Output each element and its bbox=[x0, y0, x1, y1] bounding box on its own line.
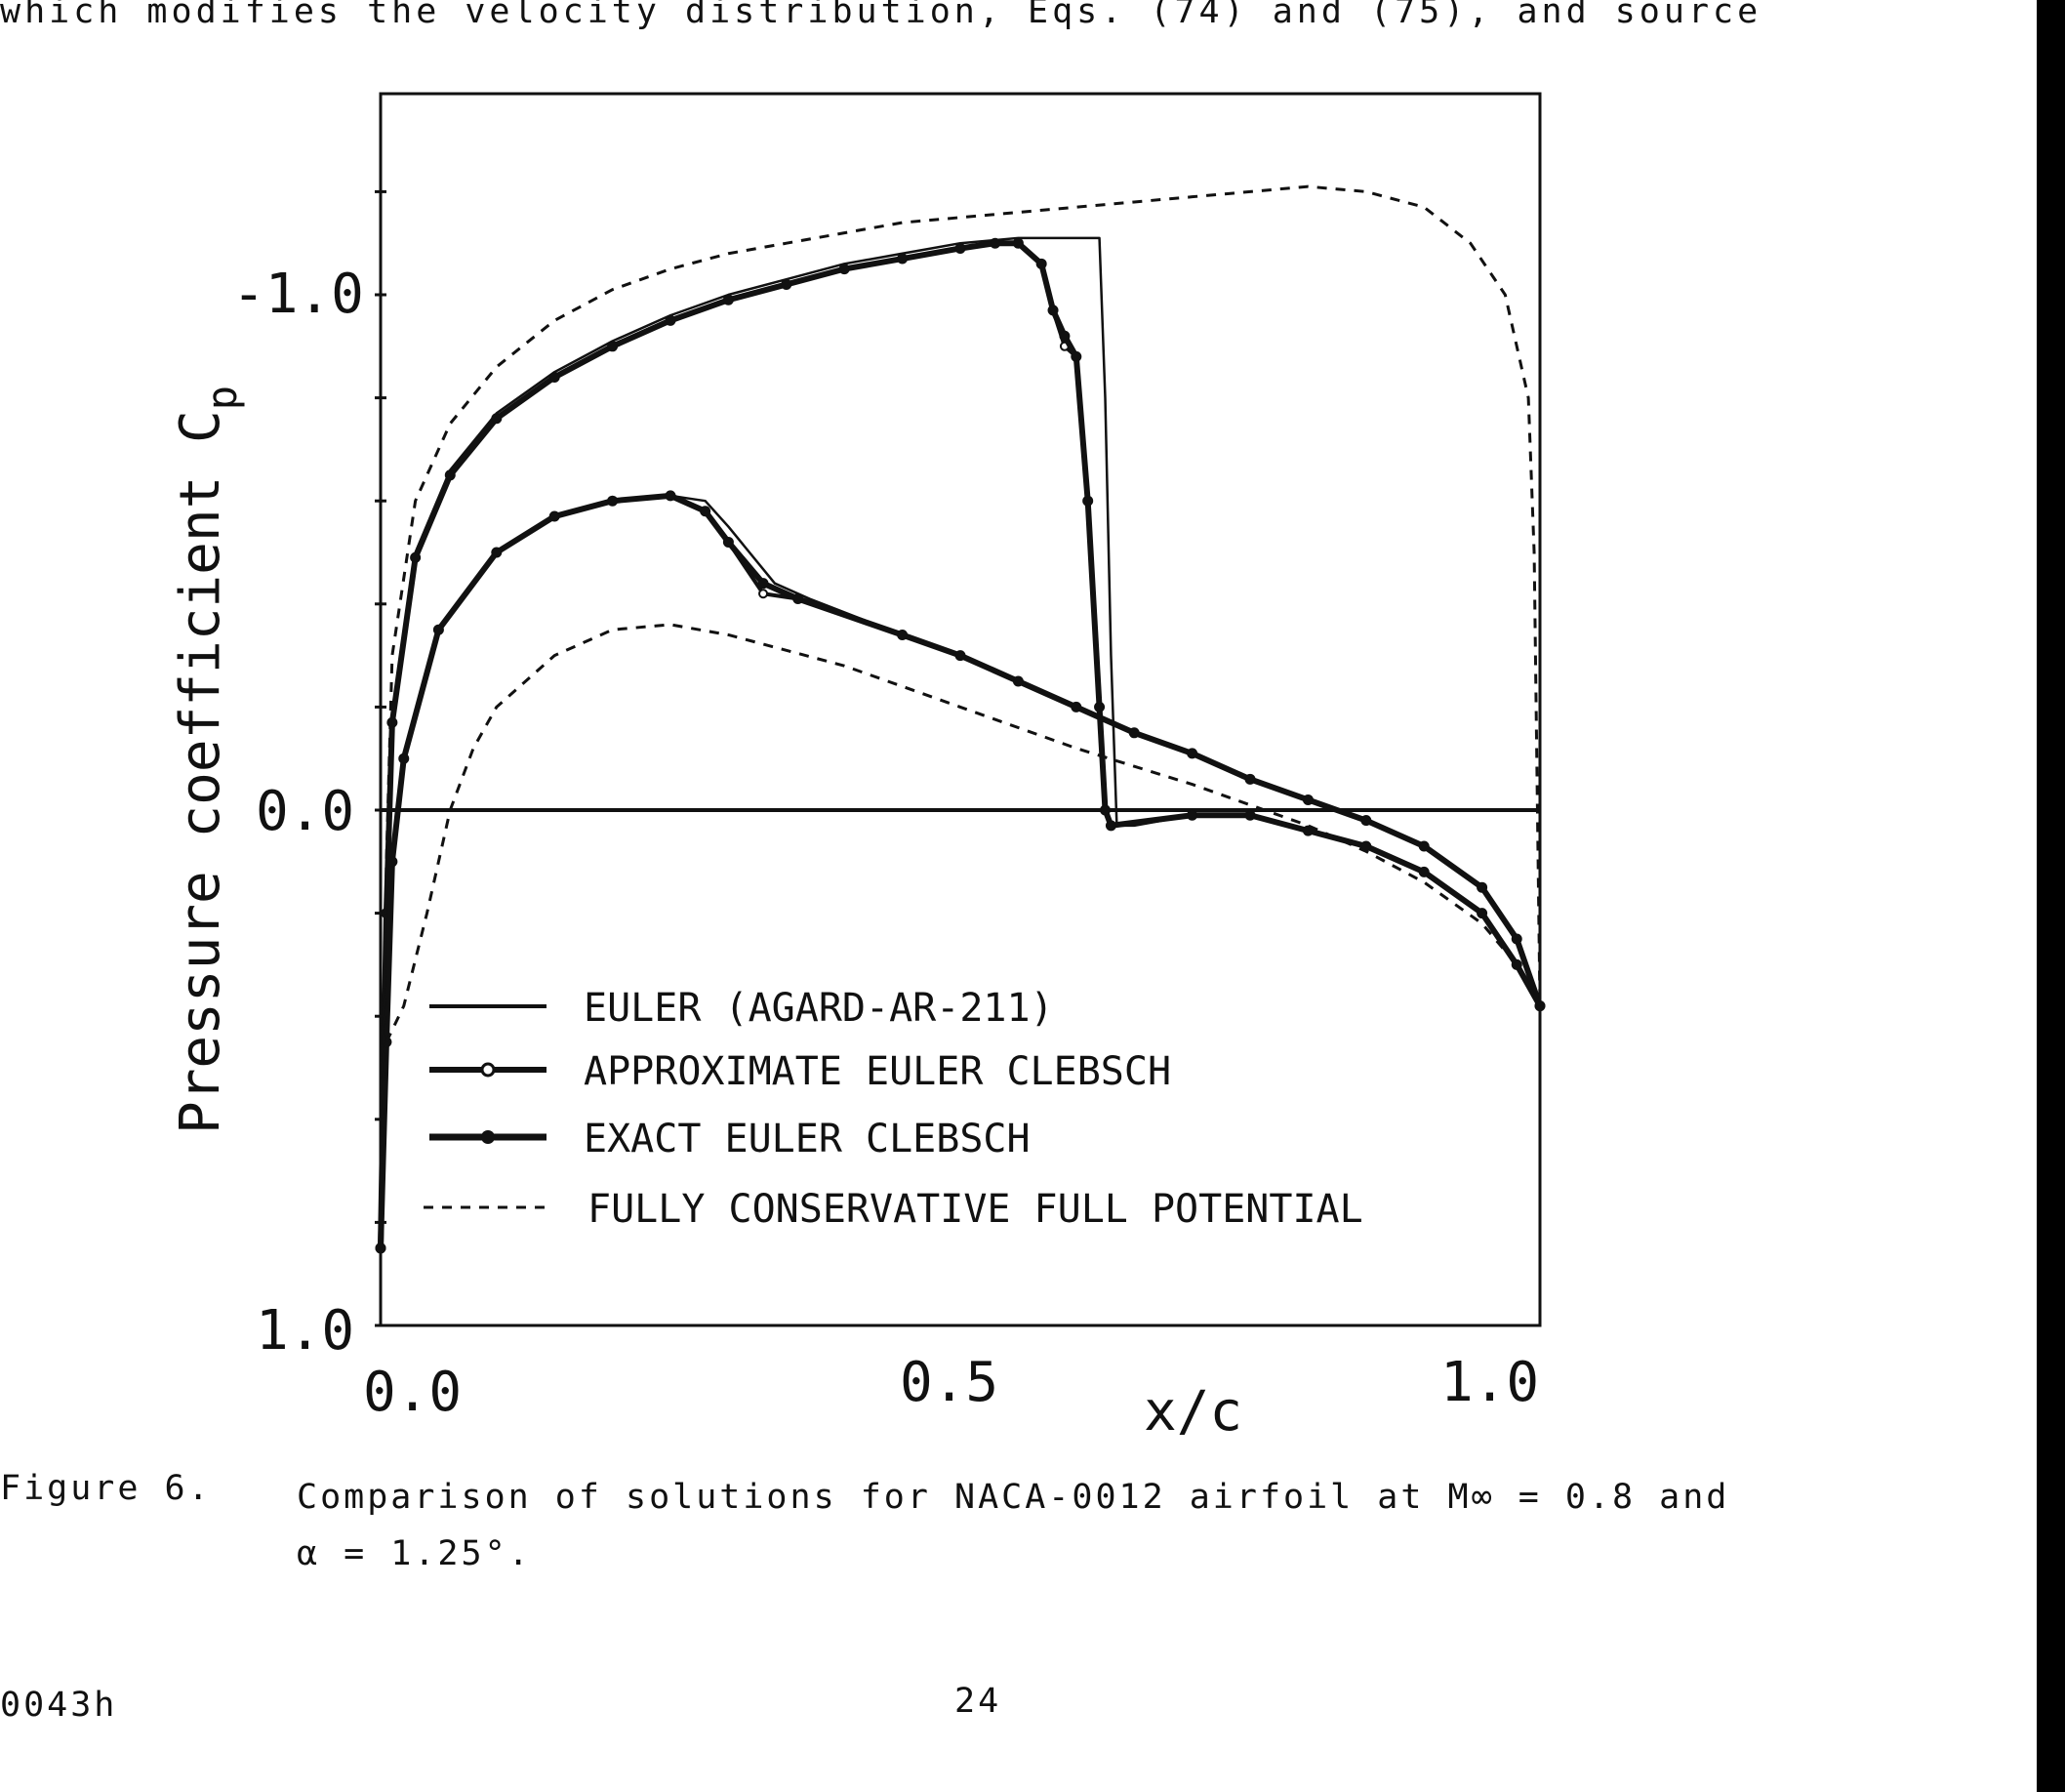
legend-marker-exact bbox=[481, 1130, 495, 1144]
series-point-2-upper bbox=[1059, 330, 1071, 342]
series-point-2-lower bbox=[757, 578, 769, 590]
series-point-2-upper bbox=[607, 341, 619, 352]
series-point-2-upper bbox=[1082, 495, 1094, 507]
series-point-2-lower bbox=[1302, 794, 1314, 805]
series-point-2-upper bbox=[548, 371, 560, 383]
series-point-2-lower bbox=[1012, 675, 1024, 687]
legend-label-euler: EULER (AGARD-AR-211) bbox=[584, 986, 1054, 1031]
y-tick-label-1: 1.0 bbox=[256, 1299, 354, 1363]
y-axis-label-main: Pressure coefficient C bbox=[169, 410, 232, 1134]
series-point-2-upper bbox=[1094, 701, 1106, 713]
series-point-2-upper bbox=[1035, 258, 1047, 269]
series-point-2-lower bbox=[700, 506, 711, 517]
series-point-2-lower bbox=[1477, 881, 1488, 893]
figure-caption: Comparison of solutions for NACA-0012 ai… bbox=[297, 1469, 1729, 1582]
series-point-2-lower bbox=[1360, 815, 1372, 827]
series-point-2-upper bbox=[1302, 825, 1314, 836]
series-point-2-upper bbox=[1012, 237, 1024, 249]
series-point-2-upper bbox=[1100, 804, 1111, 816]
series-point-2-lower bbox=[432, 624, 444, 635]
x-axis-label: x/c bbox=[1144, 1380, 1242, 1444]
plot-frame bbox=[379, 92, 1542, 1327]
legend: EULER (AGARD-AR-211) APPROXIMATE EULER C… bbox=[424, 986, 1363, 1232]
series-point-2-upper bbox=[444, 469, 456, 481]
series-line-2-upper bbox=[378, 240, 1543, 1248]
y-tick-label-neg1: -1.0 bbox=[232, 263, 364, 326]
series-point-2-upper bbox=[1105, 820, 1116, 832]
series-point-2-lower bbox=[1187, 748, 1198, 759]
series-line-1-upper bbox=[379, 241, 1542, 1248]
series-point-2-upper bbox=[1244, 809, 1256, 821]
series-point-2-lower bbox=[897, 629, 909, 640]
series-point-2-upper bbox=[990, 237, 1001, 249]
series-point-2-lower bbox=[491, 547, 503, 558]
series-point-2-upper bbox=[665, 314, 676, 326]
series-point-2-lower bbox=[1244, 773, 1256, 785]
series-point-2-lower bbox=[722, 536, 734, 548]
y-axis-label-sub: p bbox=[198, 386, 246, 410]
series-point-1-lower bbox=[758, 589, 769, 599]
series-line-0-upper bbox=[379, 236, 1542, 1248]
series-point-2-lower bbox=[792, 593, 804, 605]
legend-label-exact: EXACT EULER CLEBSCH bbox=[584, 1117, 1031, 1161]
series-point-2-lower bbox=[607, 495, 619, 507]
y-tick-label-0: 0.0 bbox=[256, 780, 354, 843]
series-point-2-upper bbox=[1418, 866, 1430, 877]
series-point-2-lower bbox=[1418, 840, 1430, 852]
figure-caption-line2: α = 1.25°. bbox=[297, 1534, 532, 1573]
figure-caption-line1: Comparison of solutions for NACA-0012 ai… bbox=[297, 1478, 1730, 1517]
series-line-3-lower bbox=[385, 623, 1542, 1043]
x-tick-label-1: 1.0 bbox=[1440, 1351, 1539, 1414]
legend-label-approx: APPROXIMATE EULER CLEBSCH bbox=[584, 1049, 1171, 1094]
y-axis-label: Pressure coefficient Cp bbox=[169, 386, 246, 1134]
series-point-2-upper bbox=[491, 413, 503, 425]
series-point-2-lower bbox=[398, 753, 410, 764]
series-point-2-upper bbox=[897, 253, 909, 265]
series-point-2-upper bbox=[1047, 305, 1059, 316]
series-point-2-upper bbox=[838, 264, 850, 275]
x-tick-label-05: 0.5 bbox=[900, 1351, 998, 1414]
series-point-2-upper bbox=[722, 294, 734, 305]
series-point-2-upper bbox=[1477, 908, 1488, 919]
series-point-2-lower bbox=[386, 856, 398, 868]
series-point-2-upper bbox=[410, 551, 422, 563]
series-point-2-lower bbox=[1128, 727, 1140, 739]
legend-marker-approx bbox=[480, 1062, 496, 1078]
page-number: 24 bbox=[954, 1682, 1002, 1721]
series-point-2-upper bbox=[781, 278, 792, 290]
series-line-2-lower bbox=[378, 492, 1543, 1248]
series-point-2-upper bbox=[1071, 350, 1082, 362]
series-point-2-lower bbox=[665, 490, 676, 502]
document-code: 0043h bbox=[0, 1686, 118, 1725]
series-point-2-lower bbox=[548, 510, 560, 522]
scan-edge-bar bbox=[2037, 0, 2065, 1792]
legend-label-potential: FULLY CONSERVATIVE FULL POTENTIAL bbox=[587, 1187, 1363, 1232]
series-point-2-lower bbox=[1511, 933, 1522, 945]
header-text: which modifies the velocity distribution… bbox=[0, 0, 1762, 31]
x-tick-label-0: 0.0 bbox=[363, 1361, 462, 1424]
series-point-2-lower bbox=[1071, 701, 1082, 713]
series-point-2-upper bbox=[954, 242, 966, 254]
series-point-2-lower bbox=[954, 650, 966, 662]
series-line-3-upper bbox=[379, 184, 1542, 1248]
series-point-2-upper bbox=[1187, 809, 1198, 821]
figure-label: Figure 6. bbox=[0, 1469, 212, 1508]
